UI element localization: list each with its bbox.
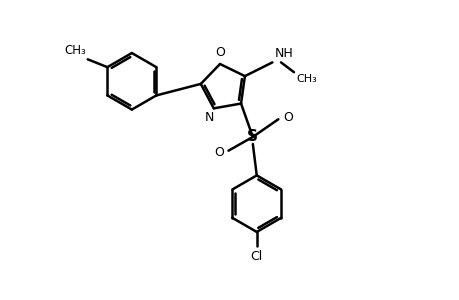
Text: Cl: Cl (250, 250, 262, 262)
Text: CH₃: CH₃ (295, 74, 316, 84)
Text: NH: NH (274, 47, 292, 60)
Text: O: O (282, 111, 292, 124)
Text: N: N (204, 111, 213, 124)
Text: O: O (213, 146, 223, 159)
Text: CH₃: CH₃ (64, 44, 85, 57)
Text: S: S (247, 129, 258, 144)
Text: O: O (215, 46, 224, 59)
